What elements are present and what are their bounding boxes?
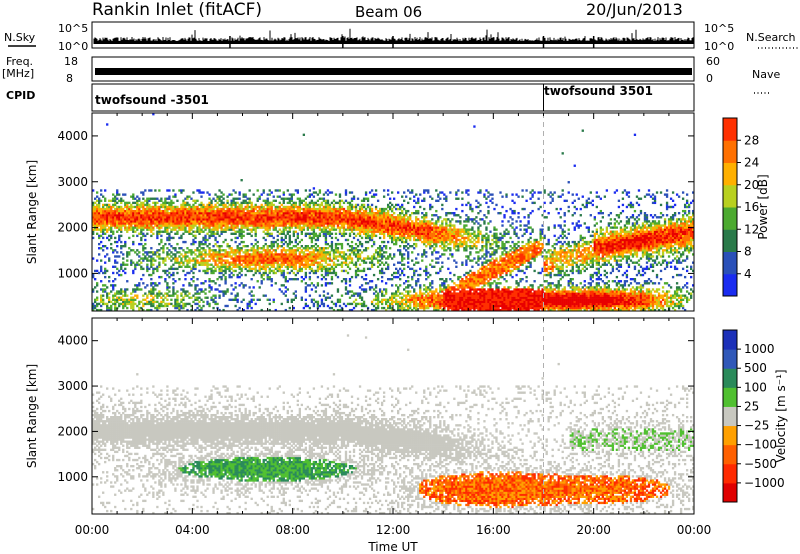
date-title: 20/Jun/2013	[586, 0, 683, 19]
velocity-colorbar: 1000 500 100 25 −25 −100 −500 −1000	[722, 329, 785, 503]
cpid-segment-2: twofsound 3501	[544, 84, 653, 98]
nsky-trace	[93, 28, 695, 48]
y-tick-label: 4000	[57, 129, 88, 143]
nave-tick-top: 60	[706, 55, 720, 68]
y-tick-label: 3000	[57, 175, 88, 189]
colorbar-tick-label: 16	[744, 200, 759, 214]
velocity-colorbar-label: Velocity [m s⁻¹]	[774, 369, 788, 462]
freq-tick-top: 18	[64, 55, 78, 68]
colorbar-tick-label: −100	[744, 438, 777, 452]
power-data	[92, 113, 695, 312]
power-axes: 1000 2000 3000 4000	[57, 113, 695, 311]
velocity-ylabel: Slant Range [km]	[25, 364, 39, 468]
power-colorbar-label: Power [dB]	[756, 174, 770, 239]
freq-tick-bottom: 8	[66, 72, 73, 85]
nsky-right-tick-top: 10^5	[704, 22, 734, 35]
nsky-tick-bottom: 10^0	[58, 40, 88, 53]
colorbar-tick-label: 12	[744, 222, 759, 236]
x-tick-label: 00:00	[677, 523, 712, 537]
y-tick-label: 3000	[57, 379, 88, 393]
nave-tick-bottom: 0	[706, 72, 713, 85]
colorbar-tick-label: −25	[744, 419, 769, 433]
cpid-label: CPID	[6, 89, 35, 102]
colorbar-tick-label: 28	[744, 133, 759, 147]
nsky-right-tick-bottom: 10^0	[704, 40, 734, 53]
colorbar-tick-label: 4	[744, 267, 752, 281]
cpid-strip	[91, 83, 695, 112]
y-tick-label: 1000	[57, 470, 88, 484]
beam-title: Beam 06	[355, 3, 422, 21]
colorbar-tick-label: 24	[744, 156, 759, 170]
velocity-data	[92, 334, 695, 515]
y-tick-label: 1000	[57, 266, 88, 280]
time-axis: 00:00 04:00 08:00 12:00 16:00 20:00 00:00	[75, 523, 712, 537]
nave-label: Nave	[752, 68, 780, 81]
freq-unit: [MHz]	[2, 67, 34, 80]
station-title: Rankin Inlet (fitACF)	[92, 0, 262, 20]
x-tick-label: 04:00	[175, 523, 210, 537]
colorbar-tick-label: 25	[744, 399, 759, 413]
colorbar-tick-label: 8	[744, 245, 752, 259]
power-colorbar: 4 8 12 16 20 24 28	[722, 117, 759, 297]
freq-strip	[91, 56, 695, 82]
velocity-panel: 1000 2000 3000 4000	[57, 317, 695, 515]
freq-label: Freq.	[6, 55, 33, 68]
nsky-strip	[91, 21, 695, 49]
power-panel: 1000 2000 3000 4000	[57, 112, 695, 312]
cpid-segment-1: twofsound -3501	[95, 93, 209, 107]
x-tick-label: 12:00	[376, 523, 411, 537]
colorbar-tick-label: 20	[744, 178, 759, 192]
colorbar-tick-label: −1000	[744, 476, 785, 490]
nsearch-label: N.Search	[746, 31, 796, 44]
power-ylabel: Slant Range [km]	[25, 160, 39, 264]
y-tick-label: 2000	[57, 424, 88, 438]
colorbar-tick-label: 1000	[744, 342, 775, 356]
nsky-label: N.Sky	[4, 31, 36, 44]
colorbar-tick-label: 100	[744, 380, 767, 394]
x-tick-label: 20:00	[576, 523, 611, 537]
colorbar-tick-label: −500	[744, 457, 777, 471]
y-tick-label: 4000	[57, 334, 88, 348]
colorbar-tick-label: 500	[744, 361, 767, 375]
x-tick-label: 08:00	[275, 523, 310, 537]
x-tick-label: 16:00	[476, 523, 511, 537]
x-tick-label: 00:00	[75, 523, 110, 537]
y-tick-label: 2000	[57, 221, 88, 235]
time-axis-label: Time UT	[367, 540, 418, 554]
nsky-tick-top: 10^5	[58, 22, 88, 35]
